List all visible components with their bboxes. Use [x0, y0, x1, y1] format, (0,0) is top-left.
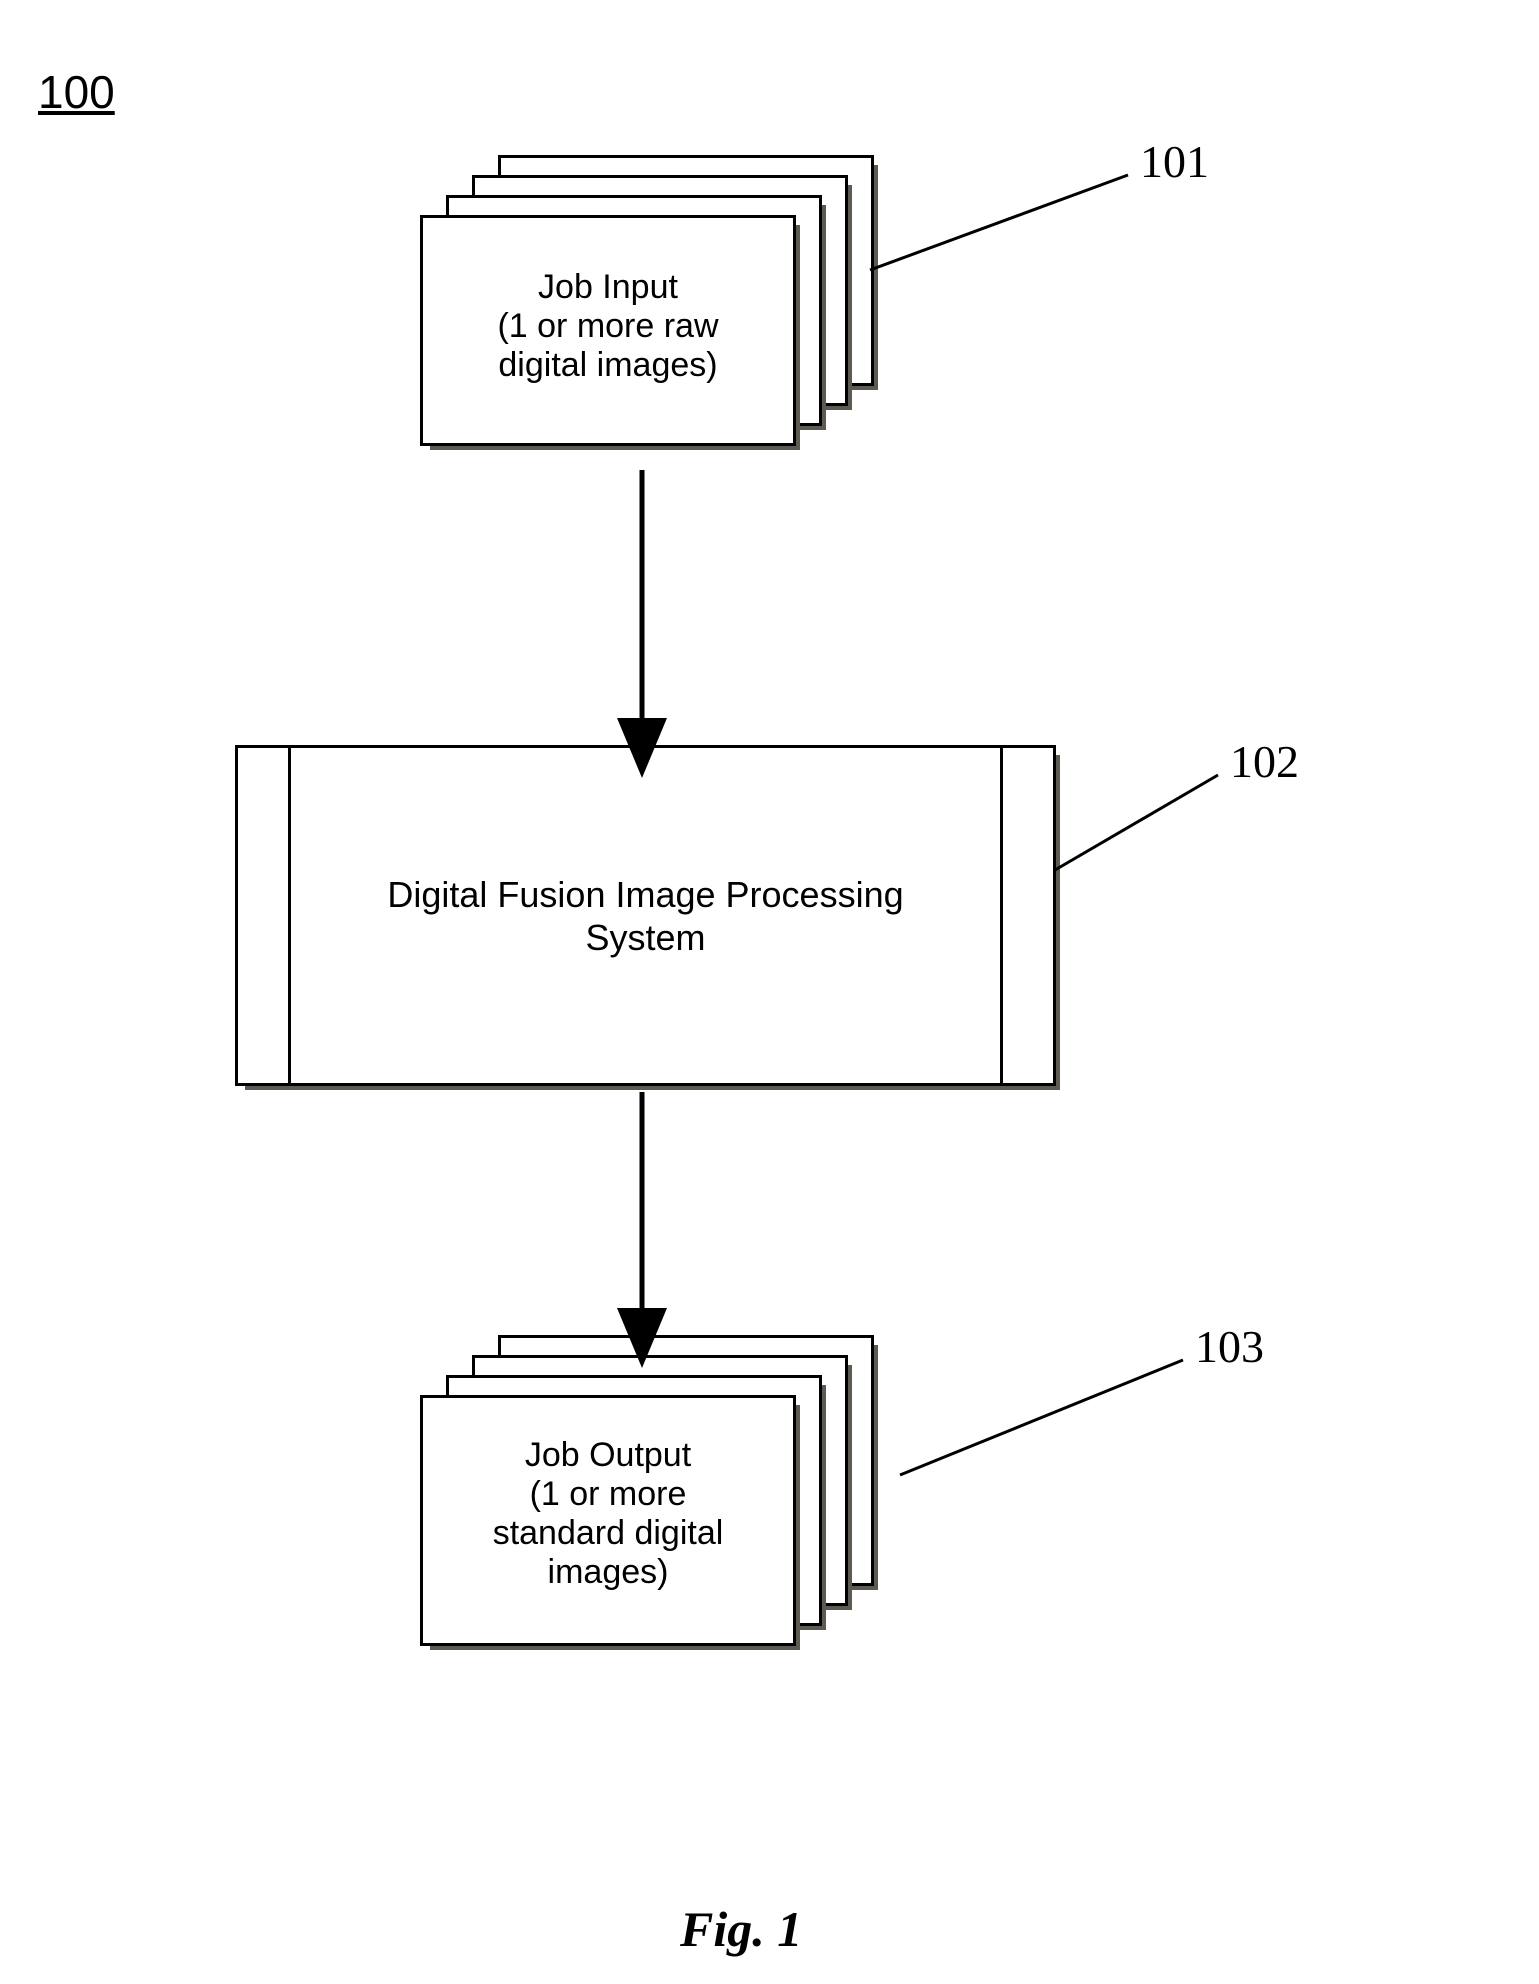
leader-101: [870, 175, 1128, 270]
job-input-line-2: digital images): [498, 346, 717, 384]
leader-102: [1055, 775, 1218, 870]
job-output-stack: Job Output (1 or more standard digital i…: [420, 1335, 880, 1665]
job-input-line-1: (1 or more raw: [497, 307, 718, 345]
job-input-line-0: Job Input: [538, 268, 678, 306]
leader-103: [900, 1360, 1183, 1475]
ref-102: 102: [1230, 735, 1299, 788]
ref-103: 103: [1195, 1320, 1264, 1373]
figure-caption: Fig. 1: [680, 1900, 802, 1958]
job-output-line-3: images): [548, 1553, 669, 1591]
proc-line-1: System: [585, 917, 705, 958]
job-output-line-2: standard digital: [493, 1514, 724, 1552]
ref-101: 101: [1140, 135, 1209, 188]
proc-line-0: Digital Fusion Image Processing: [387, 874, 903, 915]
job-output-line-1: (1 or more: [530, 1475, 687, 1513]
processing-block: Digital Fusion Image Processing System: [235, 745, 1065, 1095]
job-output-line-0: Job Output: [525, 1436, 691, 1474]
job-input-stack: Job Input (1 or more raw digital images): [420, 155, 880, 465]
figure-number: 100: [38, 65, 115, 119]
